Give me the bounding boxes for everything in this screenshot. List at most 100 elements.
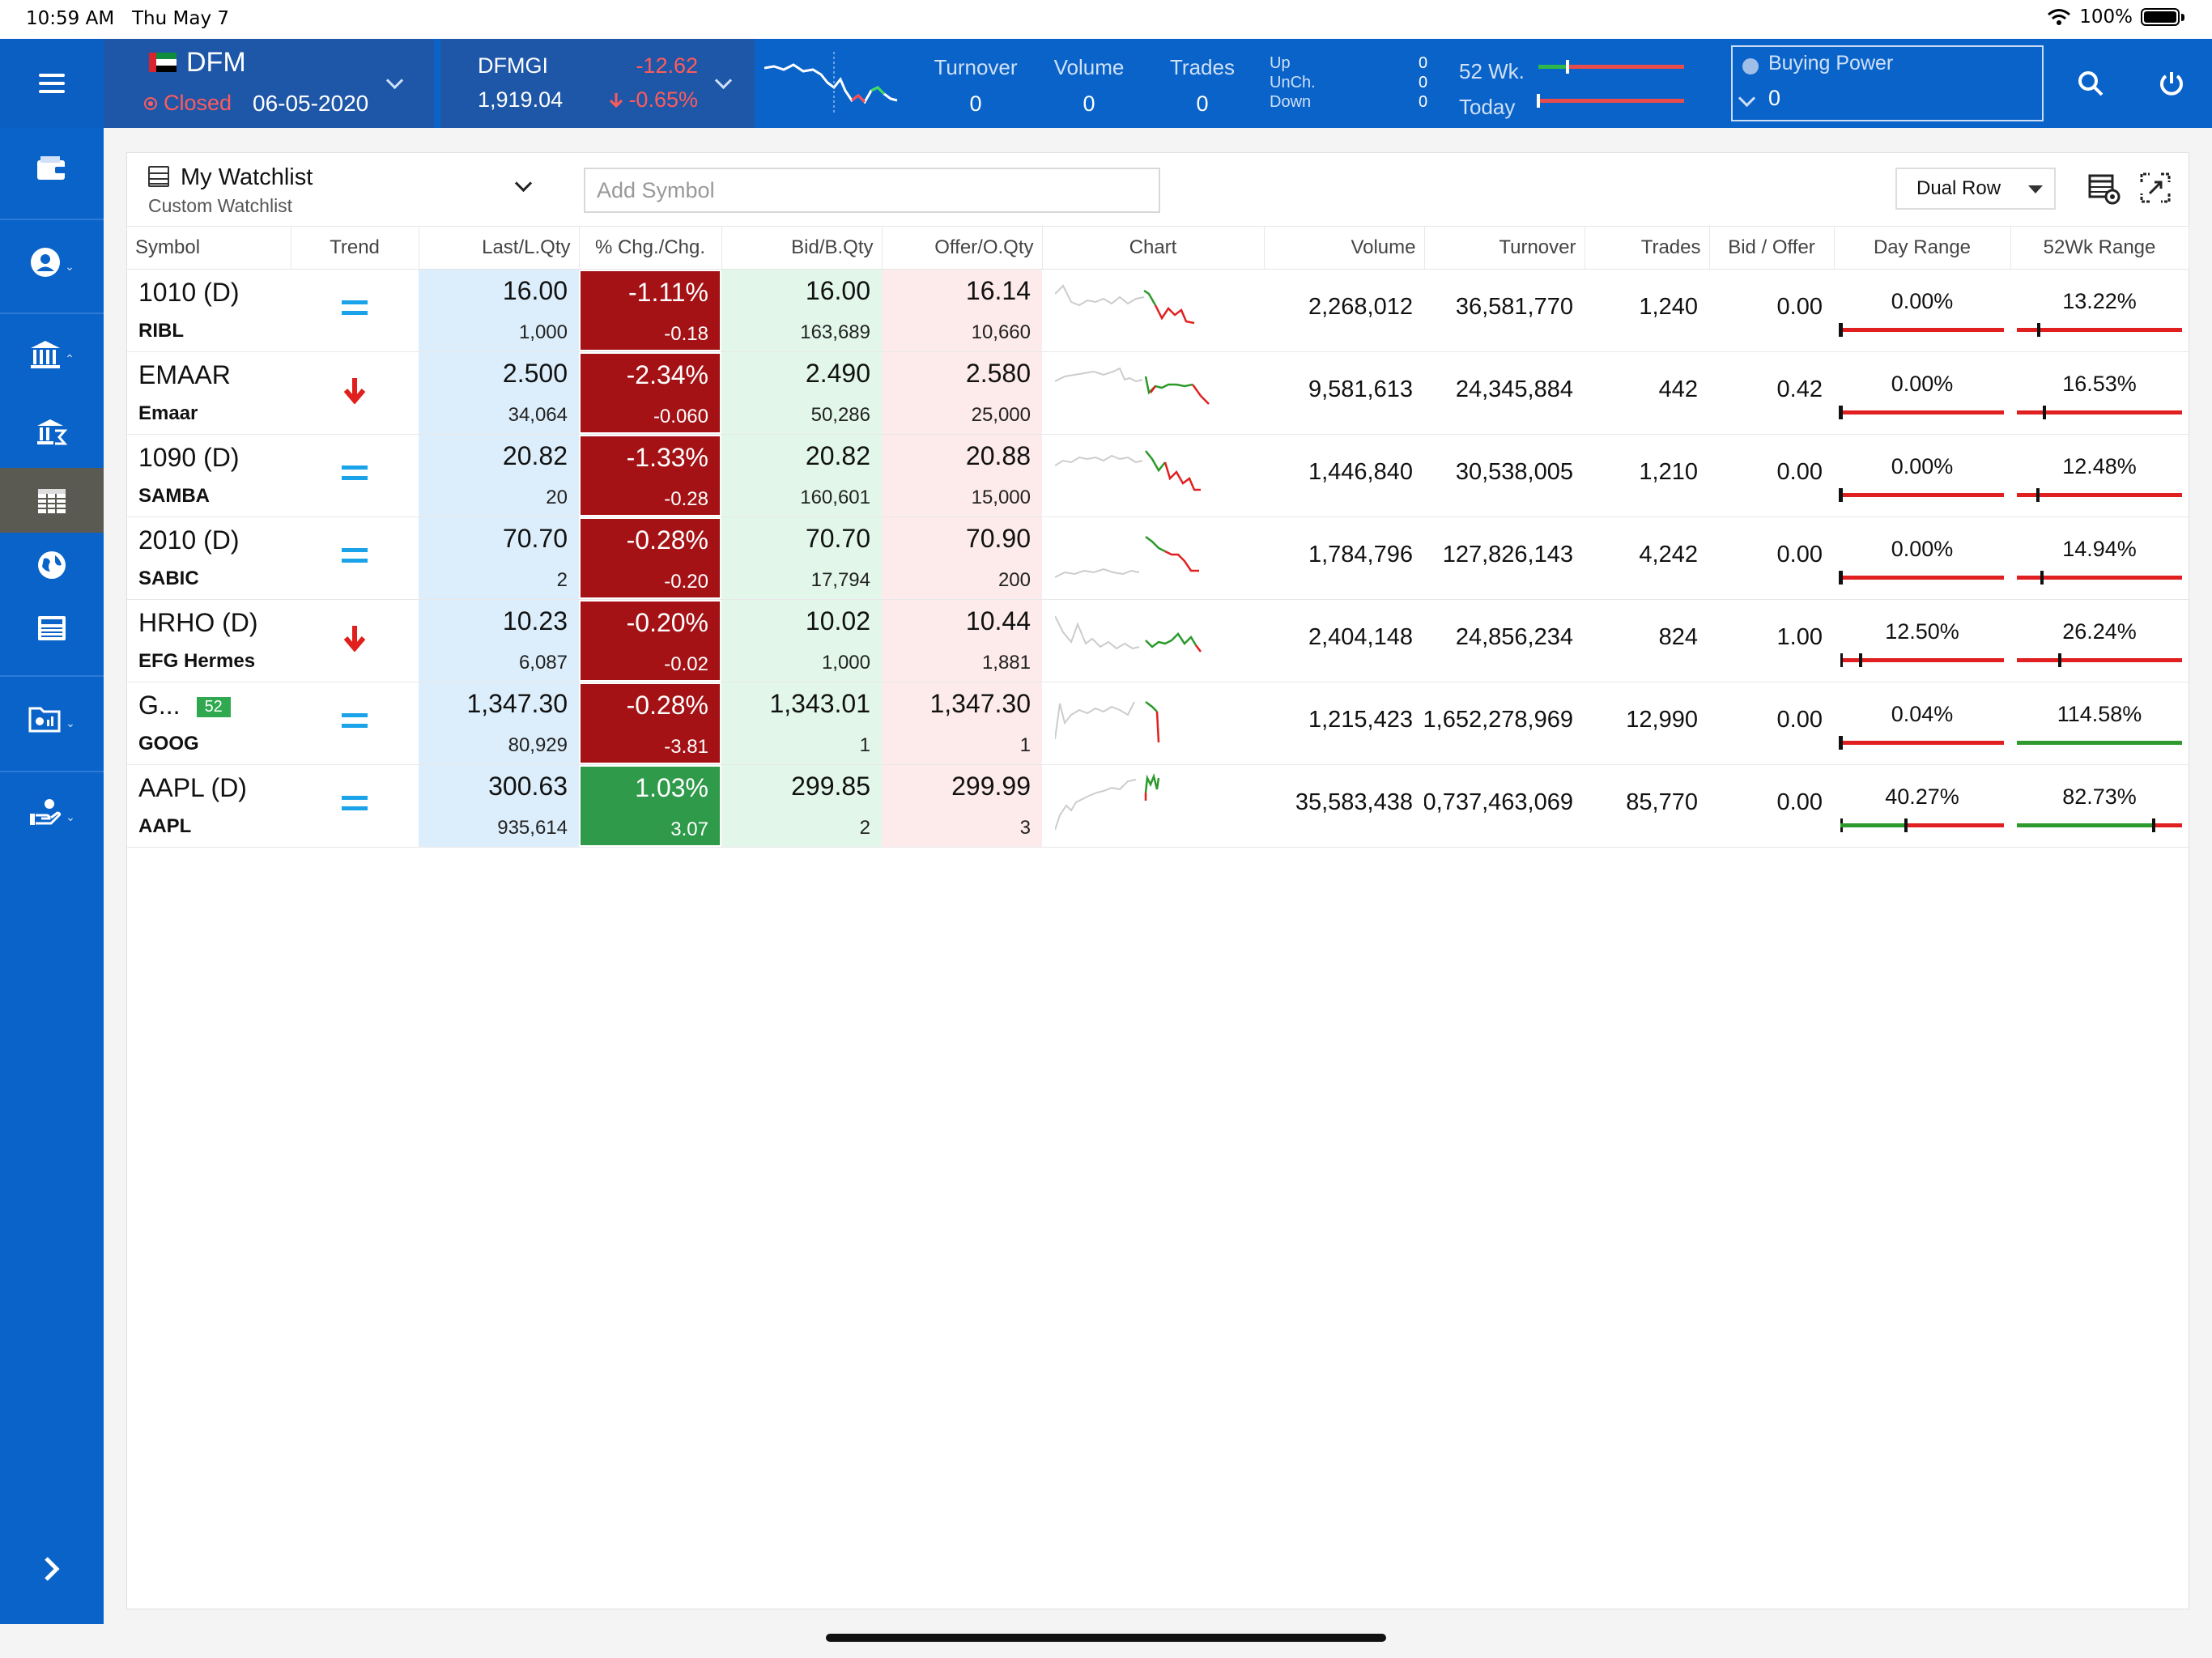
- table-row[interactable]: EMAAR Emaar 2.500 34,064 -2.34% -0.060 2.490 50…: [127, 351, 2189, 435]
- offer-qty: 1,881: [981, 652, 1031, 674]
- volume-value: 35,583,438: [1295, 789, 1413, 815]
- market-status: Closed: [144, 91, 232, 116]
- bid-qty: 163,689: [800, 321, 870, 343]
- symbol-cell[interactable]: EMAAR Emaar: [127, 351, 291, 435]
- sidebar-item-profile[interactable]: ⌄: [0, 230, 104, 295]
- symbol-cell[interactable]: G... 52 GOOG: [127, 682, 291, 765]
- index-selector[interactable]: DFMGI 1,919.04 -12.62 -0.65%: [440, 39, 755, 128]
- trades-value: 0: [1196, 91, 1209, 116]
- symbol-cell[interactable]: 2010 (D) SABIC: [127, 517, 291, 600]
- trades-cell: 1,240: [1585, 269, 1709, 352]
- wk-range-cell: 114.58%: [2010, 682, 2189, 765]
- symbol-code-wrap: EMAAR: [138, 360, 231, 390]
- menu-button[interactable]: [0, 39, 104, 128]
- wk-range-bar: [2017, 653, 2182, 667]
- add-symbol-input[interactable]: [584, 168, 1160, 213]
- today-label: Today: [1459, 95, 1516, 119]
- watchlist-subtitle: Custom Watchlist: [148, 195, 293, 216]
- sidebar-item-transfers[interactable]: ⌄: [0, 780, 104, 845]
- col-day-range[interactable]: Day Range: [1834, 226, 2011, 270]
- col-change[interactable]: % Chg./Chg.: [579, 226, 722, 270]
- wk-range-fill: [1538, 65, 1568, 69]
- chart-cell[interactable]: [1042, 599, 1264, 682]
- sidebar-item-portfolio[interactable]: ⌄: [0, 687, 104, 751]
- day-range-marker: [1904, 818, 1908, 832]
- change-percent: -0.28%: [626, 525, 708, 555]
- chevron-down-icon: [714, 71, 733, 90]
- bid-qty: 1,000: [821, 652, 870, 674]
- col-trend[interactable]: Trend: [291, 226, 419, 270]
- change-value: -3.81: [664, 736, 708, 758]
- last-cell: 300.63 935,614: [419, 764, 579, 848]
- symbol-short-name: SAMBA: [138, 485, 210, 507]
- col-symbol[interactable]: Symbol: [127, 226, 291, 270]
- table-row[interactable]: HRHO (D) EFG Hermes 10.23 6,087 -0.20% -0.02 1…: [127, 599, 2189, 682]
- day-range-percent: 0.00%: [1891, 372, 1954, 396]
- offer-qty: 25,000: [971, 404, 1031, 426]
- sidebar-item-global[interactable]: [0, 533, 104, 597]
- index-change: -12.62: [636, 53, 698, 78]
- col-chart[interactable]: Chart: [1042, 226, 1265, 270]
- trades-value: 1,240: [1639, 294, 1698, 320]
- chart-cell[interactable]: [1042, 269, 1264, 352]
- change-percent: -1.33%: [626, 443, 708, 472]
- change-box: -1.11% -0.18: [581, 271, 720, 350]
- col-turnover[interactable]: Turnover: [1424, 226, 1585, 270]
- fullscreen-icon[interactable]: [2138, 171, 2172, 205]
- watchlist-title: My Watchlist: [181, 164, 313, 190]
- day-range-marker: [1839, 571, 1842, 585]
- last-price: 20.82: [502, 441, 568, 470]
- symbol-cell[interactable]: 1010 (D) RIBL: [127, 269, 291, 352]
- col-volume[interactable]: Volume: [1264, 226, 1425, 270]
- symbol-cell[interactable]: HRHO (D) EFG Hermes: [127, 599, 291, 682]
- sidebar-item-market[interactable]: ⌃: [0, 322, 104, 387]
- symbol-cell[interactable]: 1090 (D) SAMBA: [127, 434, 291, 517]
- col-last[interactable]: Last/L.Qty: [419, 226, 580, 270]
- wk-range-percent: 114.58%: [2057, 702, 2142, 726]
- col-offer[interactable]: Offer/O.Qty: [882, 226, 1043, 270]
- news-icon: [38, 616, 66, 640]
- col-bid-offer[interactable]: Bid / Offer: [1709, 226, 1835, 270]
- chart-cell[interactable]: [1042, 351, 1264, 435]
- sidebar-item-watchlist[interactable]: [0, 468, 104, 533]
- sidebar-item-indices[interactable]: [0, 400, 104, 465]
- turnover-value: 24,345,884: [1455, 376, 1573, 402]
- sidebar-item-news[interactable]: [0, 596, 104, 661]
- trend-cell: [291, 599, 419, 682]
- up-label: Up: [1270, 54, 1291, 72]
- day-range-percent: 12.50%: [1885, 619, 1959, 644]
- chart-cell[interactable]: [1042, 517, 1264, 600]
- search-button[interactable]: [2052, 39, 2129, 128]
- battery-percent: 100%: [2079, 6, 2133, 28]
- symbol-cell[interactable]: AAPL (D) AAPL: [127, 764, 291, 848]
- bid-offer-cell: 0.00: [1709, 269, 1834, 352]
- chart-cell[interactable]: [1042, 434, 1264, 517]
- offer-cell: 70.90 200: [882, 517, 1042, 600]
- sidebar-item-wallet[interactable]: [0, 136, 104, 201]
- col-52wk-range[interactable]: 52Wk Range: [2010, 226, 2189, 270]
- buying-power-box[interactable]: Buying Power 0: [1731, 45, 2044, 121]
- view-mode-select[interactable]: Dual Row: [1895, 168, 2056, 210]
- logout-button[interactable]: [2133, 39, 2210, 128]
- turnover-stat: Turnover 0: [931, 55, 1020, 117]
- table-row[interactable]: AAPL (D) AAPL 300.63 935,614 1.03% 3.07 299.85…: [127, 764, 2189, 848]
- col-trades[interactable]: Trades: [1585, 226, 1710, 270]
- wk-range-percent: 16.53%: [2062, 372, 2137, 396]
- bid-cell: 20.82 160,601: [721, 434, 882, 517]
- table-row[interactable]: 2010 (D) SABIC 70.70 2 -0.28% -0.20 70.70 17,79…: [127, 517, 2189, 600]
- dropdown-triangle-icon: [2028, 185, 2043, 193]
- table-row[interactable]: 1010 (D) RIBL 16.00 1,000 -1.11% -0.18 16.00 16…: [127, 269, 2189, 352]
- chart-cell[interactable]: [1042, 764, 1264, 848]
- sidebar-expand-button[interactable]: [0, 1537, 104, 1601]
- wk-range-percent: 14.94%: [2062, 537, 2137, 561]
- column-settings-icon[interactable]: [2087, 171, 2121, 205]
- day-range-marker: [1839, 488, 1842, 502]
- table-row[interactable]: 1090 (D) SAMBA 20.82 20 -1.33% -0.28 20.82 160,…: [127, 434, 2189, 517]
- volume-value: 9,581,613: [1308, 376, 1413, 402]
- market-selector[interactable]: DFM Closed 06-05-2020: [104, 39, 434, 128]
- col-bid[interactable]: Bid/B.Qty: [721, 226, 883, 270]
- table-row[interactable]: G... 52 GOOG 1,347.30 80,929 -0.28% -3.81 1,343…: [127, 682, 2189, 765]
- change-value: -0.18: [664, 323, 708, 345]
- symbol-code: G...: [138, 691, 181, 720]
- chart-cell[interactable]: [1042, 682, 1264, 765]
